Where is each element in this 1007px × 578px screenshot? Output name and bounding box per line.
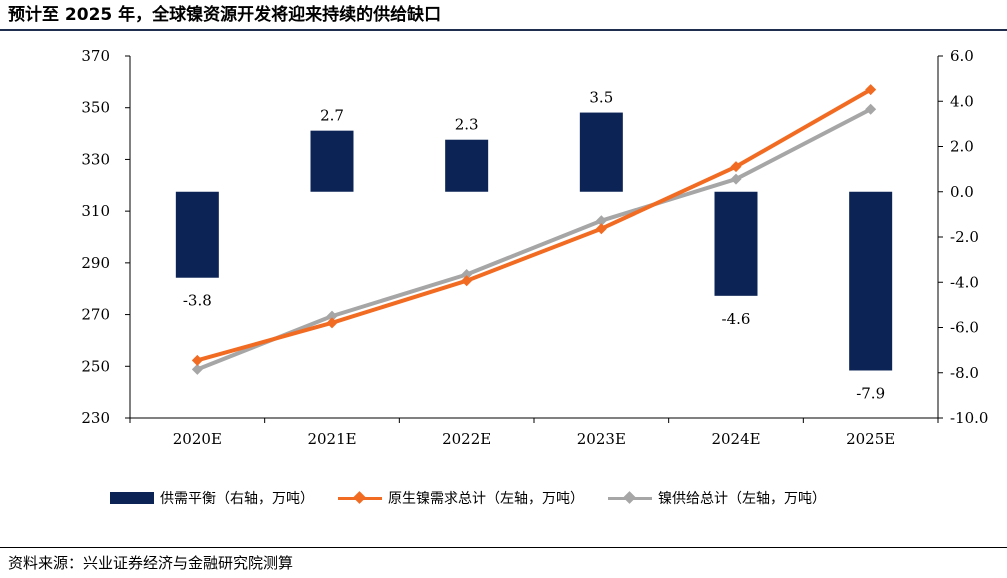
left-tick-label: 230 xyxy=(81,409,110,427)
source-divider xyxy=(0,547,1007,548)
left-tick-label: 370 xyxy=(81,47,110,65)
x-tick-label: 2020E xyxy=(173,430,222,448)
balance-data-label: 2.7 xyxy=(320,107,344,125)
supply-point xyxy=(595,215,607,227)
legend-item-balance: 供需平衡（右轴，万吨） xyxy=(110,488,314,508)
supply-point xyxy=(730,173,742,185)
balance-bar xyxy=(714,191,758,296)
right-tick-label: 0.0 xyxy=(950,183,974,201)
chart-plot: 230 250 270 290 310 330 350 370 -10.0 -8.0 -6.0 -4.… xyxy=(81,47,988,448)
supply-point xyxy=(865,103,877,115)
balance-bar xyxy=(849,191,893,371)
supply-point xyxy=(191,363,203,375)
legend-swatch-balance xyxy=(110,492,154,504)
supply-point xyxy=(461,268,473,280)
legend-item-demand: 原生镍需求总计（左轴，万吨） xyxy=(338,488,584,508)
left-tick-label: 290 xyxy=(81,254,110,272)
chart-title: 预计至 2025 年，全球镍资源开发将迎来持续的供给缺口 xyxy=(8,5,442,25)
balance-bar xyxy=(579,112,623,192)
right-tick-label: 6.0 xyxy=(950,47,974,65)
demand-point xyxy=(595,223,607,235)
x-tick-label: 2021E xyxy=(307,430,356,448)
balance-bar xyxy=(175,191,219,278)
right-tick-label: -2.0 xyxy=(950,228,979,246)
x-tick-label: 2023E xyxy=(577,430,626,448)
chart-legend: 供需平衡（右轴，万吨） 原生镍需求总计（左轴，万吨） 镍供给总计（左轴，万吨） xyxy=(110,487,850,509)
right-tick-label: -6.0 xyxy=(950,319,979,337)
legend-item-supply: 镍供给总计（左轴，万吨） xyxy=(608,488,826,508)
x-tick-label: 2025E xyxy=(846,430,895,448)
balance-data-label: -4.6 xyxy=(722,310,751,328)
x-tick-label: 2024E xyxy=(711,430,760,448)
left-tick-label: 250 xyxy=(81,357,110,375)
right-tick-label: 4.0 xyxy=(950,92,974,110)
supply-series-line xyxy=(196,107,872,372)
legend-label-demand: 原生镍需求总计（左轴，万吨） xyxy=(388,491,584,507)
left-tick-label: 350 xyxy=(81,99,110,117)
balance-bar xyxy=(310,130,354,192)
balance-data-label: 3.5 xyxy=(589,89,613,107)
demand-point xyxy=(730,161,742,173)
right-tick-label: -10.0 xyxy=(950,409,988,427)
legend-swatch-demand xyxy=(338,491,382,504)
source-note: 资料来源：兴业证券经济与金融研究院测算 xyxy=(8,554,294,572)
demand-series-line xyxy=(196,87,872,363)
balance-data-label: -3.8 xyxy=(183,292,212,310)
left-tick-label: 330 xyxy=(81,150,110,168)
right-tick-label: -8.0 xyxy=(950,364,979,382)
legend-swatch-supply xyxy=(608,491,652,504)
left-tick-label: 310 xyxy=(81,202,110,220)
balance-data-label: -7.9 xyxy=(856,384,885,402)
title-divider xyxy=(0,29,1007,31)
demand-point xyxy=(461,275,473,287)
left-tick-label: 270 xyxy=(81,306,110,324)
supply-point xyxy=(326,310,338,322)
demand-point xyxy=(865,84,877,96)
right-tick-label: 2.0 xyxy=(950,138,974,156)
legend-label-balance: 供需平衡（右轴，万吨） xyxy=(160,491,314,507)
balance-data-label: 2.3 xyxy=(455,116,479,134)
demand-point xyxy=(191,354,203,366)
balance-bar xyxy=(445,139,489,192)
x-tick-label: 2022E xyxy=(442,430,491,448)
demand-point xyxy=(326,317,338,329)
legend-label-supply: 镍供给总计（左轴，万吨） xyxy=(658,491,826,507)
right-tick-label: -4.0 xyxy=(950,273,979,291)
